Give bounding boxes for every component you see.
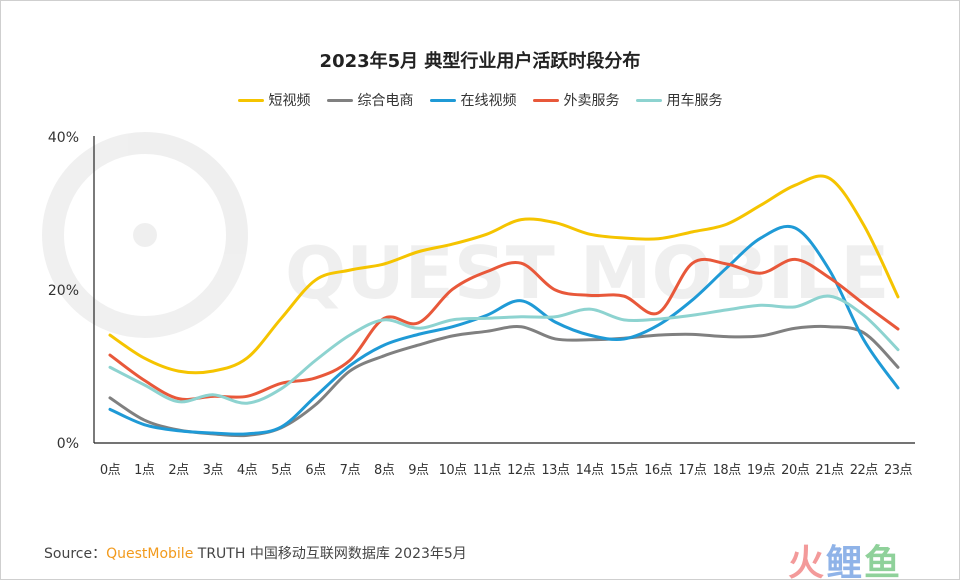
logo-char: 鲤 [826,543,865,584]
x-tick-label: 0点 [100,463,121,478]
series-line-综合电商 [108,324,900,438]
x-tick-label: 14点 [576,463,605,478]
legend-label: 用车服务 [666,93,723,109]
legend-label: 短视频 [268,93,311,109]
x-tick-label: 20点 [781,463,810,478]
logo-char: 火 [788,543,827,584]
series-line-在线视频 [108,224,900,436]
source-note: Source：QuestMobile TRUTH 中国移动互联网数据库 2023… [44,543,467,563]
logo-char: 鱼 [864,543,903,584]
x-tick-label: 1点 [134,463,155,478]
watermark: QUEST MOBILE [42,132,889,338]
y-tick-label: 20% [48,283,79,299]
watermark-ring-icon [42,132,248,338]
x-tick-label: 5点 [271,463,292,478]
legend-swatch-icon [429,98,456,102]
source-label: Source： [44,546,107,562]
series-line-外卖服务 [108,257,900,401]
series-line-短视频 [108,174,900,375]
x-tick-label: 9点 [408,463,429,478]
x-tick-label: 15点 [610,463,639,478]
x-tick-label: 6点 [305,463,326,478]
x-tick-label: 7点 [340,463,361,478]
legend-swatch-icon [237,98,264,102]
x-tick-label: 3点 [203,463,224,478]
source-text: TRUTH 中国移动互联网数据库 2023年5月 [193,546,467,562]
x-tick-label: 17点 [678,463,707,478]
x-tick-label: 23点 [884,463,913,478]
y-tick-label: 0% [57,436,79,452]
legend-item: 在线视频 [429,90,517,110]
source-brand: QuestMobile [106,546,194,562]
y-tick-label: 40% [48,130,79,146]
legend-label: 外卖服务 [563,93,620,109]
logo: 火鲤鱼 [788,534,902,586]
legend: 短视频 综合电商 在线视频 外卖服务 用车服务 [0,90,960,110]
x-tick-label: 2点 [168,463,189,478]
x-tick-label: 21点 [815,463,844,478]
legend-swatch-icon [326,98,353,102]
legend-label: 在线视频 [460,93,517,109]
legend-item: 用车服务 [635,90,723,110]
x-tick-label: 12点 [507,463,536,478]
watermark-text: QUEST MOBILE [285,231,889,315]
x-tick-label: 19点 [747,463,776,478]
x-tick-label: 16点 [644,463,673,478]
series-line-用车服务 [108,294,900,405]
legend-item: 短视频 [237,90,311,110]
legend-label: 综合电商 [357,93,414,109]
x-tick-label: 18点 [713,463,742,478]
legend-swatch-icon [635,98,662,102]
x-tick-label: 4点 [237,463,258,478]
x-tick-label: 8点 [374,463,395,478]
x-tick-label: 11点 [473,463,502,478]
watermark-dot-icon [133,223,157,247]
legend-item: 外卖服务 [532,90,620,110]
x-tick-label: 22点 [850,463,879,478]
x-tick-label: 10点 [439,463,468,478]
x-tick-label: 13点 [541,463,570,478]
legend-swatch-icon [532,98,559,102]
legend-item: 综合电商 [326,90,414,110]
chart-title: 2023年5月 典型行业用户活跃时段分布 [319,51,641,72]
